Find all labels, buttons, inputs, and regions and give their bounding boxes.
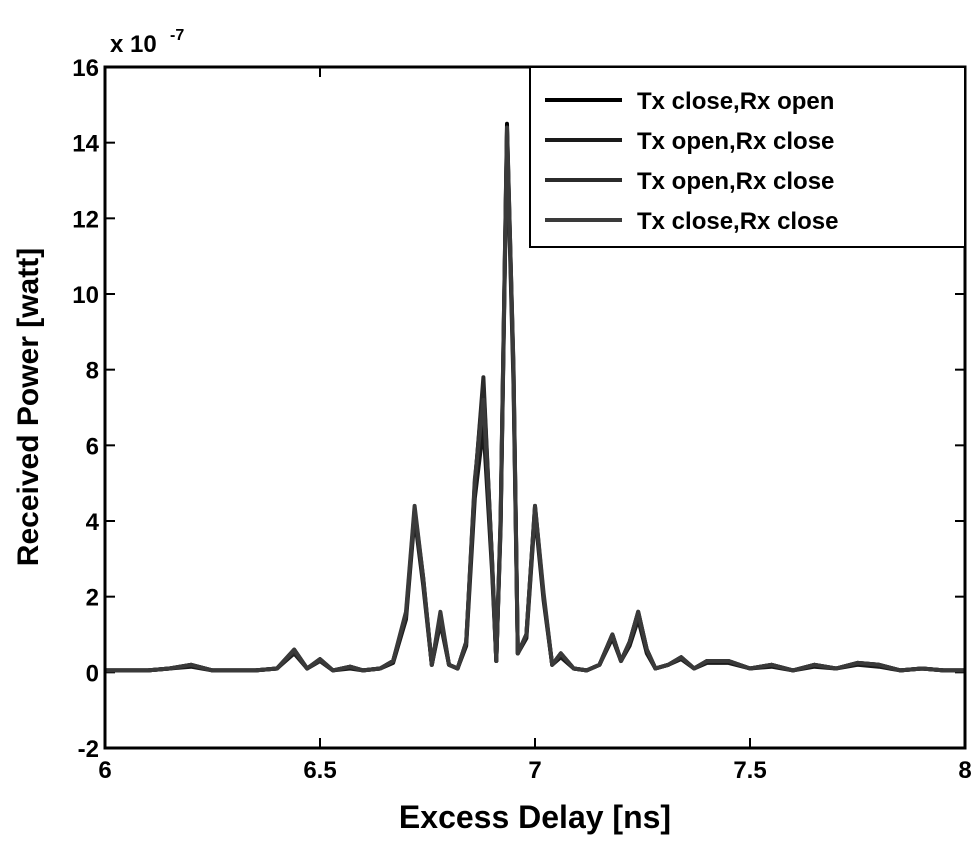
x-tick-label: 6.5 bbox=[303, 757, 336, 784]
y-tick-label: 8 bbox=[86, 358, 99, 385]
data-line bbox=[105, 125, 965, 673]
x-tick-label: 6 bbox=[98, 757, 111, 784]
x-axis-label: Excess Delay [ns] bbox=[399, 799, 671, 835]
legend-label: Tx open,Rx close bbox=[637, 128, 834, 155]
x-tick-label: 7.5 bbox=[733, 757, 766, 784]
y-tick-label: 6 bbox=[86, 433, 99, 460]
legend-label: Tx close,Rx open bbox=[637, 88, 834, 115]
y-tick-label: 10 bbox=[72, 282, 99, 309]
x-tick-label: 7 bbox=[528, 757, 541, 784]
y-tick-label: 12 bbox=[72, 206, 99, 233]
y-multiplier: x 10 bbox=[110, 31, 157, 58]
y-axis-label: Received Power [watt] bbox=[12, 248, 45, 566]
y-tick-label: 2 bbox=[86, 585, 99, 612]
legend-label: Tx open,Rx close bbox=[637, 168, 834, 195]
y-tick-label: -2 bbox=[78, 736, 99, 763]
y-exponent: -7 bbox=[170, 27, 184, 44]
legend-box bbox=[529, 66, 966, 248]
y-tick-label: 14 bbox=[72, 131, 99, 158]
legend-label: Tx close,Rx close bbox=[637, 208, 838, 235]
y-tick-label: 4 bbox=[86, 509, 100, 536]
x-tick-label: 8 bbox=[958, 757, 971, 784]
y-tick-label: 0 bbox=[86, 660, 99, 687]
y-tick-label: 16 bbox=[72, 55, 99, 82]
